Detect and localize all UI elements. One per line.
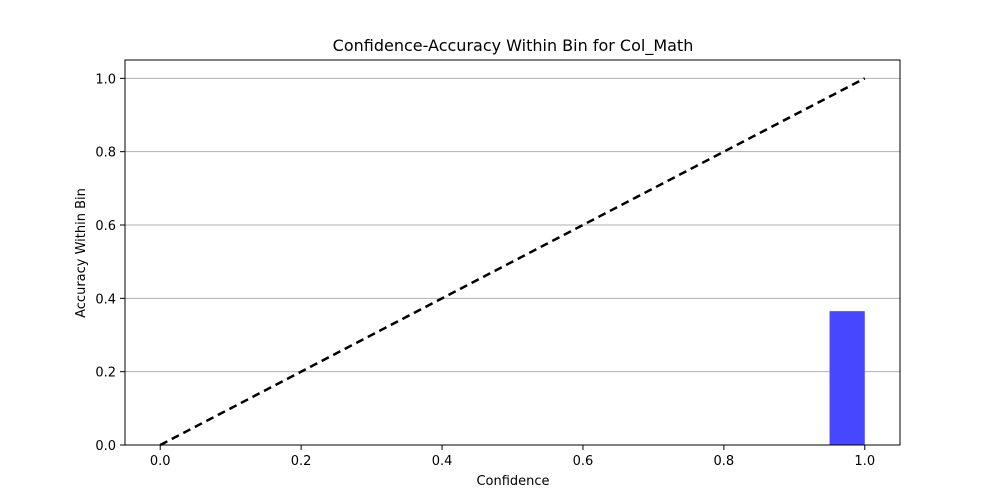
reference-line-group (159, 77, 866, 447)
chart-title: Confidence-Accuracy Within Bin for Col_M… (333, 36, 694, 56)
y-tick-label: 0.8 (95, 146, 116, 161)
y-tick-label: 0.0 (95, 439, 116, 454)
x-tick-label: 0.8 (714, 454, 735, 469)
y-tick-label: 1.0 (95, 72, 116, 87)
x-tick-label: 0.4 (432, 454, 453, 469)
y-axis-ticks: 0.0 0.2 0.4 0.6 0.8 1.0 (95, 72, 125, 454)
x-tick-label: 0.2 (291, 454, 312, 469)
bar-series (829, 311, 865, 445)
plot-frame (124, 59, 901, 446)
x-tick-label: 0.0 (150, 454, 171, 469)
y-tick-label: 0.4 (95, 292, 116, 307)
bar (829, 311, 865, 445)
x-axis-label: Confidence (476, 474, 549, 489)
x-axis-ticks: 0.0 0.2 0.4 0.6 0.8 1.0 (150, 445, 875, 469)
x-tick-label: 1.0 (854, 454, 875, 469)
y-tick-label: 0.2 (95, 366, 116, 381)
y-axis-label: Accuracy Within Bin (74, 188, 89, 318)
reference-line (159, 77, 866, 447)
x-tick-label: 0.6 (573, 454, 594, 469)
y-tick-label: 0.6 (95, 219, 116, 234)
